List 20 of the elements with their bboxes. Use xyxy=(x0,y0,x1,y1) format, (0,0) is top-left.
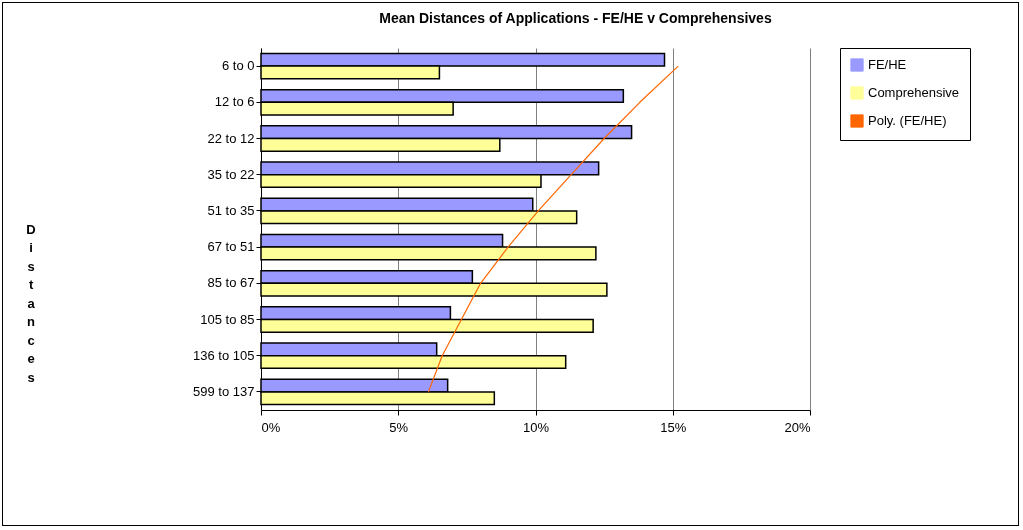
y-tick-label: 51 to 35 xyxy=(207,202,255,218)
y-tick-label: 599 to 137 xyxy=(193,383,255,399)
y-tick-label: 105 to 85 xyxy=(200,311,255,327)
x-tick-label: 0% xyxy=(261,419,281,435)
y-tick-label: 6 to 0 xyxy=(221,58,255,74)
legend-label: Poly. (FE/HE) xyxy=(868,113,947,128)
legend-label: FE/HE xyxy=(868,57,907,72)
x-tick-label: 10% xyxy=(522,419,550,435)
y-tick-label: 12 to 6 xyxy=(214,94,255,110)
y-tick-label: 35 to 22 xyxy=(207,166,255,182)
legend-label: Comprehensive xyxy=(868,85,960,100)
y-tick-label: 22 to 12 xyxy=(207,130,255,146)
text: Distances xyxy=(26,221,36,385)
x-tick-label: 5% xyxy=(389,419,409,435)
y-tick-label: 136 to 105 xyxy=(193,347,255,363)
x-tick-label: 20% xyxy=(784,419,811,435)
chart-title: Mean Distances of Applications - FE/HE v Comprehensives xyxy=(379,9,772,26)
x-tick-label: 15% xyxy=(660,419,687,435)
y-tick-label: 67 to 51 xyxy=(207,239,255,255)
y-tick-label: 85 to 67 xyxy=(207,275,255,291)
